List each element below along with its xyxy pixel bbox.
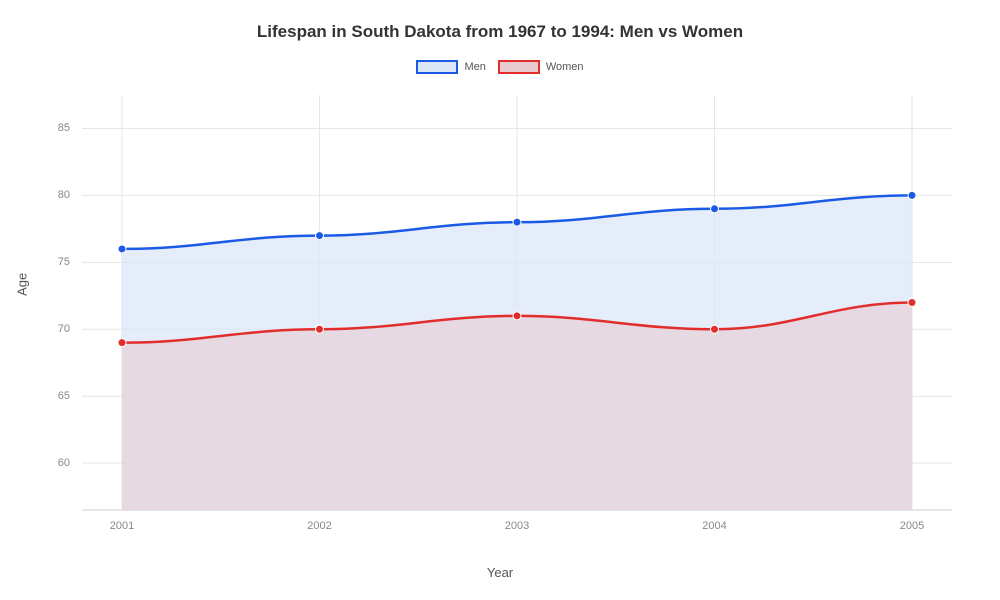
plot-svg xyxy=(82,95,952,510)
legend-swatch-women xyxy=(498,60,540,74)
chart-container: Lifespan in South Dakota from 1967 to 19… xyxy=(0,0,1000,600)
x-axis-title: Year xyxy=(487,565,513,580)
legend-swatch-men xyxy=(416,60,458,74)
legend-label-men: Men xyxy=(464,61,485,73)
x-tick-label: 2003 xyxy=(505,520,529,532)
x-tick-label: 2005 xyxy=(900,520,924,532)
y-tick-label: 80 xyxy=(30,189,70,201)
legend-item-men: Men xyxy=(416,60,485,74)
x-tick-label: 2004 xyxy=(702,520,726,532)
chart-title: Lifespan in South Dakota from 1967 to 19… xyxy=(0,0,1000,42)
y-tick-label: 85 xyxy=(30,122,70,134)
legend-label-women: Women xyxy=(546,61,584,73)
y-tick-label: 70 xyxy=(30,323,70,335)
x-tick-label: 2001 xyxy=(110,520,134,532)
plot-area xyxy=(82,95,952,510)
x-tick-label: 2002 xyxy=(307,520,331,532)
legend: Men Women xyxy=(0,60,1000,74)
y-tick-label: 75 xyxy=(30,256,70,268)
legend-item-women: Women xyxy=(498,60,584,74)
y-tick-label: 60 xyxy=(30,457,70,469)
y-axis-title: Age xyxy=(15,273,30,296)
y-tick-label: 65 xyxy=(30,390,70,402)
